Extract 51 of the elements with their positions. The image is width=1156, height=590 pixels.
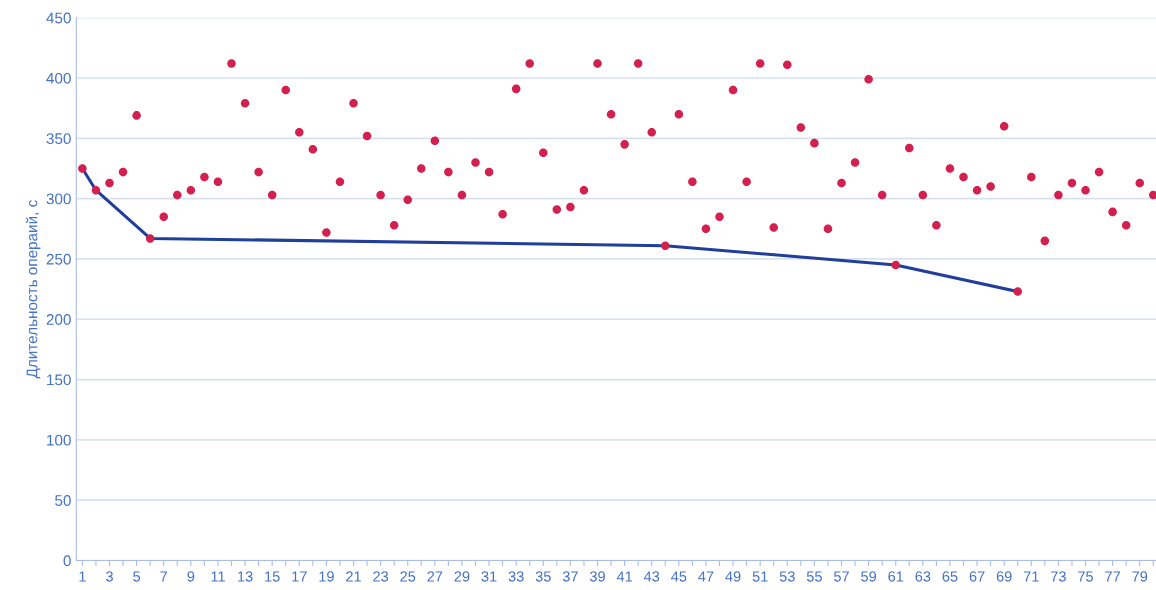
x-tick-label: 43 — [643, 571, 660, 582]
x-tick-label: 15 — [265, 571, 280, 582]
x-tick-label: 45 — [671, 571, 687, 582]
x-tick-label: 53 — [779, 571, 795, 582]
y-tick-label: 250 — [46, 253, 71, 265]
x-tick-label: 33 — [508, 571, 524, 582]
x-tick-label: 31 — [481, 571, 497, 582]
x-tick-label: 35 — [535, 571, 551, 582]
x-tick-label: 11 — [211, 571, 225, 582]
y-tick-label: 200 — [46, 314, 71, 325]
x-tick-label: 63 — [915, 571, 931, 582]
x-tick-label: 5 — [133, 571, 141, 582]
y-tick-label: 400 — [46, 72, 71, 84]
x-tick-label: 61 — [888, 571, 904, 582]
x-tick-label: 29 — [454, 571, 470, 582]
x-tick-label: 51 — [752, 571, 768, 582]
x-tick-label: 77 — [1105, 571, 1120, 582]
x-tick-label: 19 — [319, 571, 334, 582]
x-tick-label: 27 — [427, 571, 443, 582]
y-tick-label: 0 — [63, 555, 71, 567]
x-tick-label: 69 — [996, 571, 1012, 582]
x-tick-label: 3 — [106, 571, 113, 582]
x-tick-label: 47 — [698, 571, 714, 582]
y-tick-label: 150 — [47, 374, 71, 386]
y-axis-title: Длительность операий, с — [25, 200, 41, 379]
x-tick-label: 7 — [160, 571, 168, 582]
x-tick-label: 23 — [373, 571, 389, 582]
y-tick-label: 350 — [46, 133, 71, 145]
x-tick-label: 73 — [1051, 571, 1066, 582]
x-tick-label: 9 — [187, 571, 195, 582]
x-tick-label: 1 — [79, 571, 86, 582]
x-tick-label: 25 — [400, 571, 416, 582]
x-tick-label: 37 — [562, 571, 578, 582]
x-tick-label: 13 — [238, 571, 253, 582]
x-tick-label: 21 — [346, 571, 361, 582]
x-tick-label: 65 — [942, 571, 958, 582]
y-tick-label: 300 — [46, 193, 71, 205]
y-tick-label: 100 — [47, 434, 71, 446]
x-tick-label: 41 — [616, 571, 633, 582]
x-tick-label: 75 — [1078, 571, 1094, 582]
x-tick-label: 71 — [1023, 571, 1039, 582]
x-tick-label: 79 — [1132, 571, 1148, 582]
x-tick-label: 17 — [292, 571, 307, 582]
x-tick-label: 67 — [969, 571, 985, 582]
x-tick-label: 39 — [589, 571, 605, 582]
x-tick-label: 49 — [725, 571, 741, 582]
x-tick-label: 55 — [806, 571, 822, 582]
x-tick-label: 57 — [833, 571, 849, 582]
x-tick-label: 59 — [861, 571, 877, 582]
y-tick-label: 450 — [46, 12, 71, 24]
y-tick-label: 50 — [55, 495, 71, 506]
